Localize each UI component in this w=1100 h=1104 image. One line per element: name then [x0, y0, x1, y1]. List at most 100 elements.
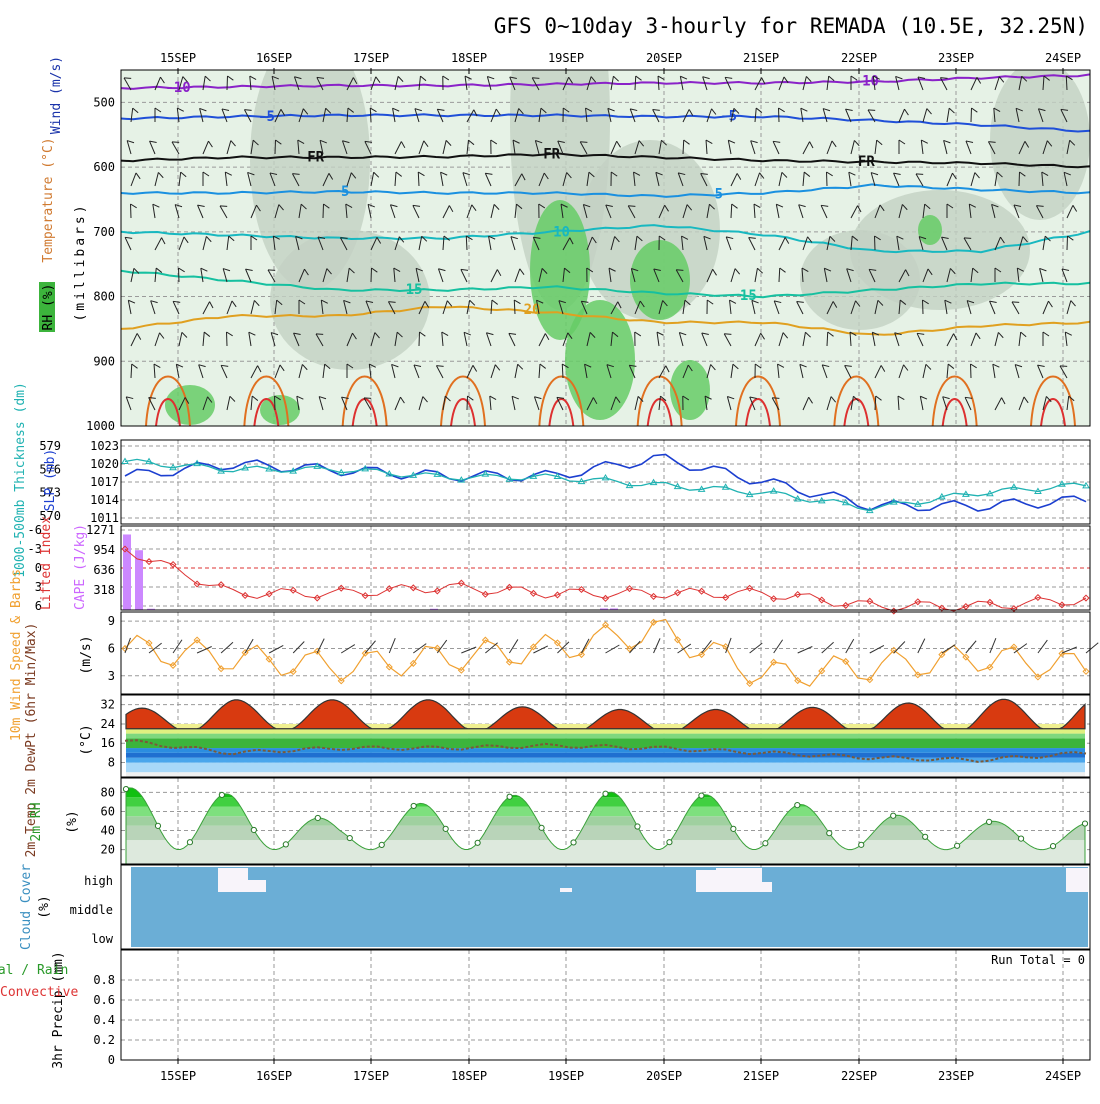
rh-shading-mid	[990, 60, 1090, 220]
wind-barb-10m	[774, 640, 783, 653]
rh-shading-mid	[800, 230, 920, 330]
rh-band	[121, 826, 1090, 840]
wind-barb-10m	[870, 645, 884, 653]
cloud-gap	[716, 868, 762, 892]
isotherm-label: -10	[854, 74, 879, 90]
rh2m-marker	[987, 819, 992, 824]
ylabel-li: Lifted Index	[39, 516, 54, 610]
rh-band	[121, 816, 1090, 826]
rh2m-marker	[891, 813, 896, 818]
cloud-gap	[762, 882, 772, 892]
rh2m-marker	[283, 842, 288, 847]
wind-barb-10m	[269, 645, 283, 653]
rh2m-marker	[379, 842, 384, 847]
wind-barb-10m	[918, 639, 925, 653]
cloud-gap	[1066, 868, 1088, 892]
pressure-tick-label: 500	[93, 95, 115, 109]
cloud-level-label: high	[84, 874, 113, 888]
wind-barb-10m	[822, 642, 834, 653]
unit-temp2m: (°C)	[79, 724, 94, 755]
rh2m-marker	[603, 791, 608, 796]
wind-barb-10m	[485, 643, 497, 653]
wind-barb-10m	[846, 639, 854, 653]
ylabel-thickness: 1000-500mb Thickness (dm)	[13, 382, 28, 578]
rh2m-marker	[667, 840, 672, 845]
rh2m-marker	[795, 803, 800, 808]
cape-tick-label: 636	[93, 563, 115, 577]
rh2m-marker	[827, 831, 832, 836]
cape-tick-label: 954	[93, 543, 115, 557]
wind-barb-10m	[1086, 643, 1098, 653]
wind-barb-10m	[606, 645, 620, 653]
wind-barb-10m	[1038, 640, 1047, 653]
rh2m-marker	[155, 823, 160, 828]
temp-band	[126, 753, 1085, 758]
cloud-gap	[248, 880, 266, 892]
isotherm-label: 10	[553, 224, 570, 240]
date-label-top: 16SEP	[256, 51, 292, 65]
wind-tick-label: 3	[108, 669, 115, 683]
wind-tick-label: 6	[108, 641, 115, 655]
wind-tick-label: 9	[108, 614, 115, 628]
date-label-bottom: 18SEP	[451, 1069, 487, 1083]
pressure-tick-label: 900	[93, 354, 115, 368]
isotherm-label: -10	[165, 80, 190, 96]
rh2m-marker	[251, 827, 256, 832]
pressure-tick-label: 700	[93, 225, 115, 239]
rh2m-marker	[635, 824, 640, 829]
rh-shading-mid	[270, 230, 430, 370]
unit-wind10m: (m/s)	[79, 635, 94, 674]
temp-band	[126, 734, 1085, 739]
cape-bar	[123, 534, 131, 610]
rh2m-marker	[123, 786, 128, 791]
rh2m-marker	[315, 815, 320, 820]
pressure-tick-label: 600	[93, 160, 115, 174]
isotherm-label: 5	[715, 187, 723, 203]
isotherm-label: -5	[258, 109, 275, 125]
rh-shading-green	[918, 215, 942, 245]
rh-shading-green	[565, 300, 635, 420]
ylabel-slp: SLP (mb)	[43, 449, 58, 512]
pressure-tick-label: 1000	[86, 419, 115, 433]
rh-band	[121, 797, 1090, 807]
precip-legend-total: tal / Rain	[0, 963, 68, 978]
slp-tick-label: 1023	[90, 439, 119, 453]
rh2m-marker	[763, 841, 768, 846]
rh2m-marker	[347, 835, 352, 840]
pressure-tick-label: 800	[93, 290, 115, 304]
ylabel-pressure: (millibars)	[73, 202, 88, 321]
date-label-bottom: 16SEP	[256, 1069, 292, 1083]
date-label-top: 17SEP	[353, 51, 389, 65]
rh2m-marker	[1050, 844, 1055, 849]
rh2m-marker	[571, 840, 576, 845]
cloud-level-label: low	[91, 932, 113, 946]
wind-barb-10m	[654, 638, 661, 653]
wind-barb-10m	[798, 646, 813, 653]
temp-band	[126, 738, 1085, 748]
ylabel-cloud: Cloud Cover	[19, 864, 34, 950]
wind-barb-10m	[293, 641, 304, 653]
rh-shading-green	[630, 240, 690, 320]
wind-barb-10m	[990, 638, 996, 653]
date-label-bottom: 21SEP	[743, 1069, 779, 1083]
panel-frame-precip	[121, 950, 1090, 1060]
temp-tick-label: 24	[101, 717, 115, 731]
rh2m-marker	[955, 843, 960, 848]
isotherm-label: FR	[858, 154, 875, 170]
rh2m-marker	[731, 826, 736, 831]
date-label-top: 24SEP	[1045, 51, 1081, 65]
date-label-bottom: 23SEP	[938, 1069, 974, 1083]
rh2m-marker	[1082, 821, 1087, 826]
wind-barb-10m	[125, 638, 130, 653]
date-label-bottom: 17SEP	[353, 1069, 389, 1083]
temp-band	[126, 729, 1085, 734]
unit-rh2m: (%)	[65, 810, 80, 833]
temp-tick-label: 8	[108, 756, 115, 770]
ylabel-rh2m: 2m RH	[29, 802, 44, 841]
isotherm-label: FR	[543, 147, 560, 163]
precip-tick-label: 0.6	[93, 993, 115, 1007]
slp-tick-label: 1014	[90, 493, 119, 507]
rh2m-marker	[443, 826, 448, 831]
